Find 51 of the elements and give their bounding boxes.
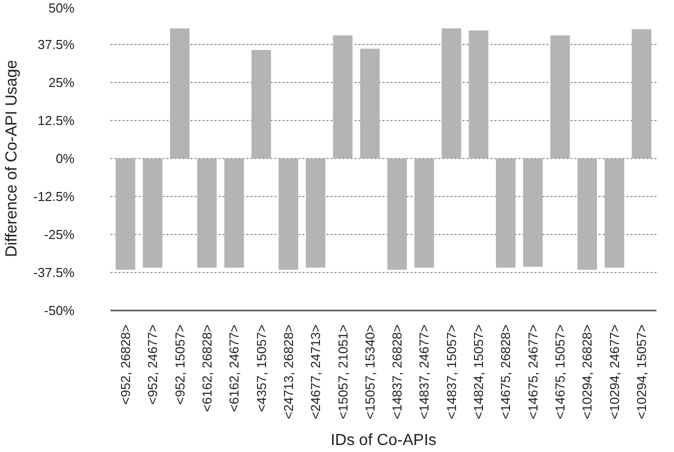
x-tick-label: <952, 15057> bbox=[172, 324, 188, 405]
bar bbox=[550, 35, 570, 158]
x-tick-label: <14675, 15057> bbox=[552, 324, 568, 420]
bar bbox=[414, 158, 434, 268]
x-tick-label: <14837, 15057> bbox=[444, 324, 459, 420]
x-tick-label: <952, 26828> bbox=[118, 324, 133, 405]
y-tick-label: 25% bbox=[48, 75, 75, 90]
bar bbox=[360, 48, 380, 158]
x-tick-label: <14837, 26828> bbox=[390, 324, 405, 420]
bar bbox=[170, 28, 190, 158]
x-tick-label: <24677, 24713> bbox=[308, 324, 324, 420]
x-tick-label: <14675, 26828> bbox=[498, 324, 514, 420]
bar bbox=[577, 158, 598, 270]
bar bbox=[116, 158, 136, 270]
y-tick-label: -12.5% bbox=[33, 189, 75, 204]
x-tick-label: <6162, 26828> bbox=[199, 324, 214, 412]
x-tick-label: <24713, 26828> bbox=[280, 324, 296, 420]
bar bbox=[224, 158, 244, 268]
y-axis-title: Difference of Co-API Usage bbox=[3, 60, 20, 258]
y-tick-label: 0% bbox=[56, 151, 75, 166]
x-tick-label: <14824, 15057> bbox=[471, 324, 486, 420]
bar bbox=[468, 30, 488, 158]
x-tick-label: <10294, 15057> bbox=[634, 324, 650, 420]
bar bbox=[387, 158, 407, 270]
x-tick-label: <10294, 24677> bbox=[606, 324, 622, 420]
bar bbox=[442, 28, 462, 158]
bar bbox=[278, 158, 298, 270]
bar bbox=[632, 29, 652, 158]
x-tick-label: <14675, 24677> bbox=[525, 324, 540, 420]
x-tick-label: <15057, 21051> bbox=[335, 324, 350, 420]
bar bbox=[251, 50, 272, 158]
x-tick-label: <10294, 26828> bbox=[580, 324, 595, 420]
x-tick-label: <952, 24677> bbox=[145, 324, 160, 405]
bar bbox=[142, 158, 162, 268]
bar bbox=[332, 35, 353, 158]
y-tick-label: 12.5% bbox=[38, 113, 75, 128]
y-tick-label: 37.5% bbox=[38, 37, 75, 52]
bar bbox=[523, 158, 543, 267]
x-tick-label: <4357, 15057> bbox=[254, 324, 269, 412]
y-tick-label: -50% bbox=[44, 303, 75, 318]
bar bbox=[496, 158, 516, 268]
y-tick-label: -37.5% bbox=[33, 265, 75, 280]
y-tick-label: 50% bbox=[48, 0, 75, 16]
x-axis-title: IDs of Co-APIs bbox=[330, 432, 436, 450]
bar bbox=[604, 158, 624, 268]
x-tick-label: <6162, 24677> bbox=[226, 324, 242, 412]
bar bbox=[306, 158, 326, 268]
x-tick-label: <14837, 24677> bbox=[416, 324, 432, 420]
x-tick-label: <15057, 15340> bbox=[362, 324, 378, 420]
bar bbox=[197, 158, 217, 268]
y-tick-label: -25% bbox=[44, 227, 75, 242]
